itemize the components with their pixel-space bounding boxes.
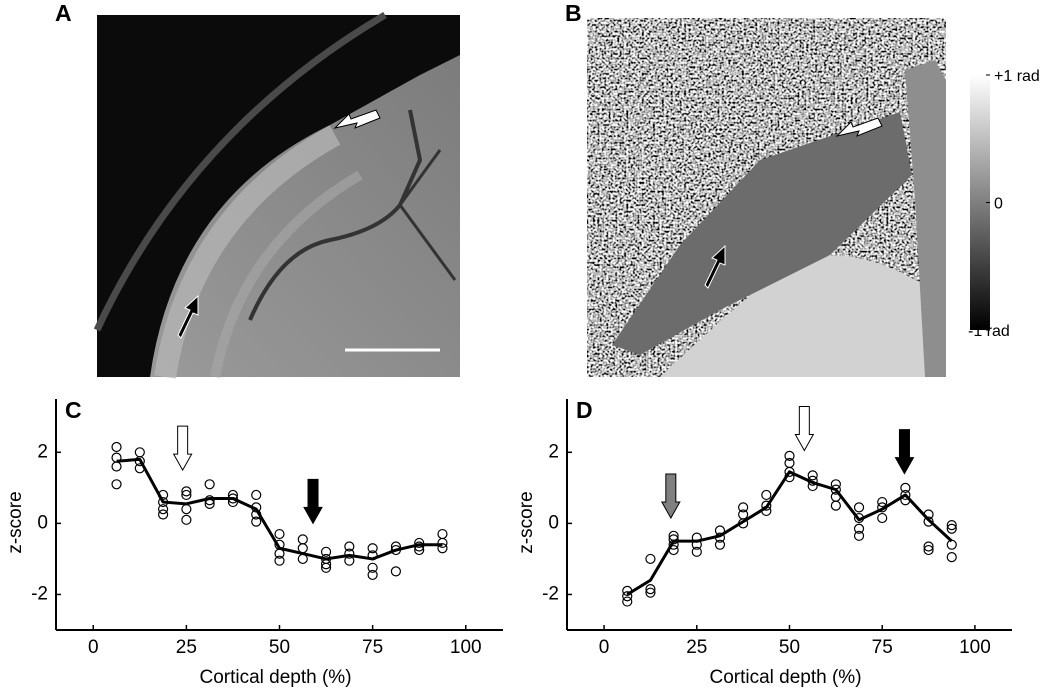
scatter-point [946, 520, 957, 531]
y-tick-label: -2 [31, 583, 48, 604]
y-tick-label: 0 [548, 512, 559, 533]
scatter-point [437, 537, 448, 549]
scatter-point [622, 591, 633, 602]
colorbar-label: 0 [994, 196, 1003, 213]
scatter-point [297, 534, 308, 545]
arrow [894, 429, 915, 475]
scatter-point [437, 528, 448, 540]
scatter-point [320, 546, 332, 557]
scatter-point [181, 504, 192, 515]
scatter-point [157, 509, 169, 520]
scatter-point [251, 489, 262, 501]
scatter-point [691, 546, 702, 557]
chart: 0 25 50 75 100 -2 0 2 Cortical depth (%) z-score C [5, 397, 503, 688]
scatter-point [274, 555, 285, 566]
scatter-point [645, 584, 656, 595]
scatter-point [181, 514, 192, 525]
y-axis-label: z-score [516, 491, 537, 553]
colorbar-label: +1 rad [994, 68, 1040, 85]
scatter-point [157, 504, 169, 515]
scatter-point [853, 502, 865, 513]
arrow [660, 473, 681, 520]
mean-line [626, 470, 953, 596]
scatter-point [111, 441, 122, 453]
scatter-point [807, 470, 818, 481]
scatter-point [923, 541, 934, 552]
scatter-point [645, 587, 656, 598]
scatter-point [900, 482, 911, 493]
x-tick-label: 25 [686, 637, 707, 658]
scatter-point [853, 523, 865, 534]
x-tick-label: 25 [176, 637, 197, 658]
scatter-point [111, 461, 122, 472]
y-tick-label: 2 [37, 441, 48, 462]
scatter-point [900, 489, 911, 501]
scatter-point [134, 447, 145, 458]
x-axis-label: Cortical depth (%) [709, 667, 861, 688]
y-axis-label: z-score [5, 491, 26, 553]
arrow [303, 478, 323, 525]
y-tick-label: 0 [37, 512, 48, 533]
scatter-point [320, 562, 332, 573]
panel-label: C [65, 397, 82, 423]
scatter-point [367, 562, 378, 573]
scatter-point [390, 566, 402, 577]
scatter-point [761, 500, 772, 511]
scatter-point [784, 450, 795, 461]
panel-label: D [576, 397, 593, 423]
image-b: B [565, 0, 990, 377]
scatter-point [274, 528, 285, 540]
scatter-point [923, 516, 934, 527]
scatter-point [877, 512, 888, 524]
colorbar [970, 75, 990, 330]
image-a: A [55, 0, 460, 379]
scatter-point [946, 552, 957, 563]
scatter-point [181, 489, 192, 501]
x-tick-label: 100 [450, 637, 482, 658]
scatter-point [784, 466, 795, 477]
x-tick-label: 75 [362, 637, 383, 658]
scatter-point [111, 479, 122, 490]
scatter-point [645, 553, 656, 565]
scatter-point [622, 596, 633, 607]
scatter-point [761, 489, 772, 501]
x-axis-label: Cortical depth (%) [199, 667, 351, 688]
arrow [794, 406, 815, 452]
y-tick-label: 2 [548, 441, 559, 462]
scatter-point [367, 543, 378, 554]
colorbar-label: -1 rad [968, 323, 1010, 340]
scatter-point [946, 523, 957, 534]
scatter-point [877, 496, 888, 508]
scatter-point [204, 479, 215, 490]
scatter-point [738, 502, 749, 513]
scatter-point [367, 569, 378, 581]
scatter-point [923, 544, 934, 556]
scatter-point [344, 548, 355, 559]
x-tick-label: 0 [599, 637, 610, 658]
scatter-point [251, 516, 262, 527]
y-tick-label: -2 [542, 583, 559, 604]
scatter-point [181, 486, 192, 497]
scatter-point [946, 539, 957, 550]
chart: 0 25 50 75 100 -2 0 2 Cortical depth (%) z-score D [516, 397, 1012, 688]
scatter-point [414, 537, 425, 549]
scatter-point [853, 530, 865, 541]
scatter-point [344, 541, 355, 552]
mean-line [116, 457, 443, 561]
panel-label: B [565, 0, 582, 26]
panel-label: A [55, 0, 72, 26]
x-tick-label: 0 [88, 637, 99, 658]
x-tick-label: 100 [959, 637, 991, 658]
x-tick-label: 50 [269, 637, 290, 658]
scatter-point [714, 539, 726, 550]
arrow [172, 425, 193, 472]
x-tick-label: 50 [779, 637, 800, 658]
x-tick-label: 75 [872, 637, 893, 658]
scatter-point [830, 500, 841, 511]
